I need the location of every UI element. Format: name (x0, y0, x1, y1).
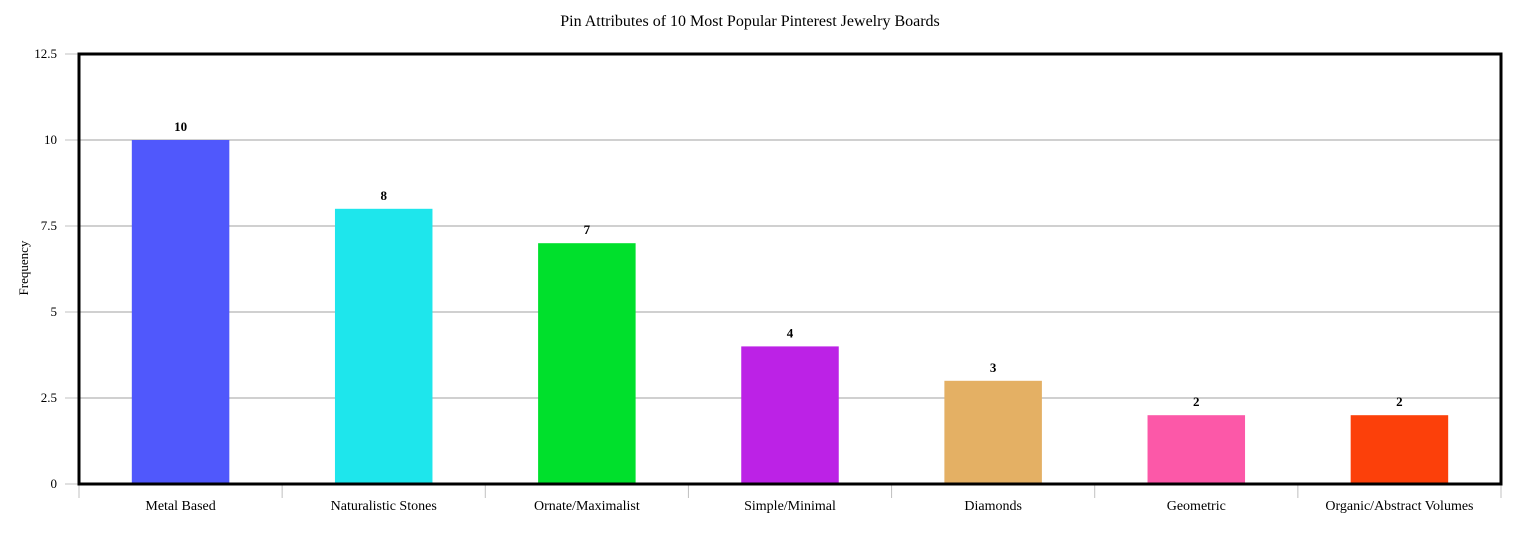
x-axis-ticks: Metal Based Naturalistic Stones Ornate/Max… (78, 484, 1502, 514)
plot-area-border (77, 52, 1503, 486)
data-label: 7 (584, 222, 591, 237)
x-tick-label: Ornate/Maximalist (534, 499, 640, 514)
data-label: 8 (380, 188, 387, 203)
y-tick-label: 2.5 (41, 390, 57, 405)
data-label: 3 (990, 360, 997, 375)
data-labels: 10 8 7 4 3 2 2 (174, 119, 1403, 409)
x-tick-label: Naturalistic Stones (331, 499, 437, 514)
data-label: 4 (787, 325, 794, 340)
data-label: 2 (1193, 394, 1200, 409)
bar (538, 243, 636, 484)
y-tick-label: 7.5 (41, 218, 57, 233)
y-tick-label: 5 (51, 304, 58, 319)
y-axis-ticks: 0 2.5 5 7.5 10 12.5 (34, 46, 79, 491)
bar (1147, 415, 1246, 484)
chart-title: Pin Attributes of 10 Most Popular Pinter… (560, 13, 940, 30)
data-label: 10 (174, 119, 187, 134)
x-tick-label: Simple/Minimal (744, 499, 836, 514)
bars (131, 140, 1449, 485)
x-tick-label: Metal Based (145, 499, 215, 514)
x-tick-label: Organic/Abstract Volumes (1325, 499, 1473, 514)
y-tick-label: 12.5 (34, 46, 57, 61)
bar (944, 380, 1042, 484)
y-axis-title: Frequency (16, 240, 31, 295)
bar (741, 346, 839, 484)
bar (1350, 415, 1449, 484)
data-label: 2 (1396, 394, 1403, 409)
y-tick-label: 0 (51, 476, 58, 491)
bar (131, 140, 230, 484)
y-tick-label: 10 (44, 132, 57, 147)
x-tick-label: Geometric (1167, 499, 1226, 514)
x-tick-label: Diamonds (964, 499, 1022, 514)
bar (334, 208, 433, 485)
